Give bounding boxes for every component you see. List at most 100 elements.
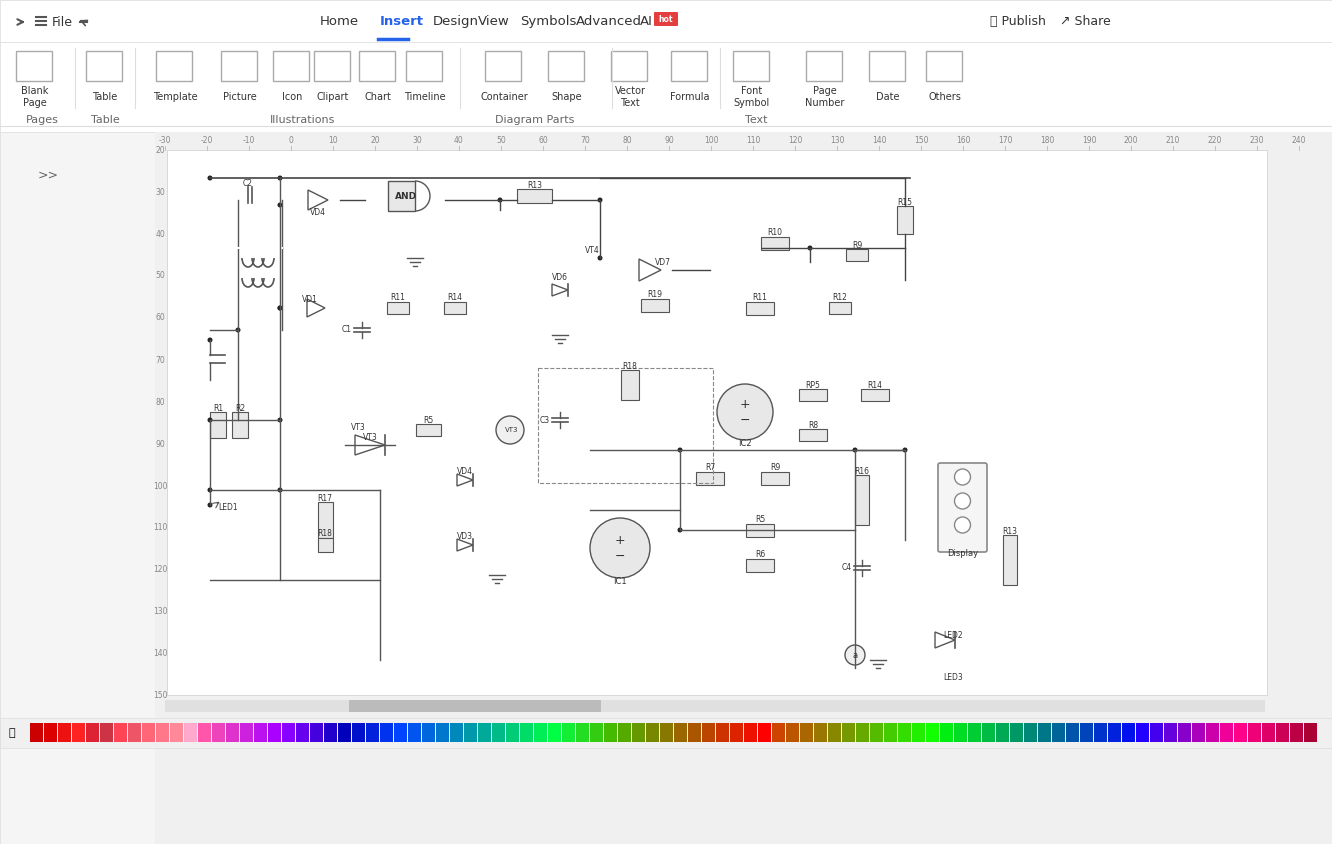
Text: 140: 140 [871, 136, 886, 144]
Text: 90: 90 [155, 440, 165, 448]
Text: File: File [52, 15, 73, 29]
Text: VD4: VD4 [457, 467, 473, 476]
FancyBboxPatch shape [232, 412, 248, 438]
Circle shape [277, 203, 282, 208]
FancyBboxPatch shape [31, 723, 43, 742]
Text: 170: 170 [998, 136, 1012, 144]
Text: 110: 110 [746, 136, 761, 144]
Text: R18: R18 [317, 529, 333, 538]
FancyBboxPatch shape [1192, 723, 1205, 742]
Text: 140: 140 [153, 650, 168, 658]
FancyBboxPatch shape [184, 723, 197, 742]
Text: 100: 100 [153, 481, 168, 490]
FancyBboxPatch shape [786, 723, 799, 742]
Circle shape [277, 306, 282, 311]
Text: 130: 130 [153, 608, 168, 616]
Text: AI: AI [639, 14, 653, 28]
Text: VT4: VT4 [585, 246, 599, 255]
Circle shape [955, 517, 971, 533]
Text: 100: 100 [703, 136, 718, 144]
FancyBboxPatch shape [0, 132, 1332, 150]
Text: LED3: LED3 [943, 673, 963, 682]
Text: 70: 70 [155, 355, 165, 365]
Text: Chart: Chart [365, 92, 392, 102]
Text: R7: R7 [705, 463, 715, 472]
FancyBboxPatch shape [268, 723, 281, 742]
FancyBboxPatch shape [590, 723, 603, 742]
FancyBboxPatch shape [0, 42, 1332, 132]
Circle shape [717, 384, 773, 440]
FancyBboxPatch shape [758, 723, 771, 742]
FancyBboxPatch shape [422, 723, 436, 742]
Text: Blank
Page: Blank Page [21, 86, 49, 108]
Text: Symbols: Symbols [519, 14, 577, 28]
FancyBboxPatch shape [115, 723, 127, 742]
Circle shape [844, 645, 864, 665]
FancyBboxPatch shape [317, 502, 333, 538]
Text: AND: AND [394, 192, 417, 201]
Polygon shape [388, 181, 416, 211]
Circle shape [236, 418, 241, 423]
Text: 30: 30 [155, 187, 165, 197]
FancyBboxPatch shape [940, 723, 952, 742]
Text: 150: 150 [153, 691, 168, 701]
Circle shape [678, 528, 682, 533]
FancyBboxPatch shape [1261, 723, 1275, 742]
Text: R14: R14 [867, 381, 883, 389]
FancyBboxPatch shape [464, 723, 477, 742]
FancyBboxPatch shape [388, 302, 409, 314]
FancyBboxPatch shape [761, 472, 789, 484]
FancyBboxPatch shape [324, 723, 337, 742]
FancyBboxPatch shape [745, 723, 757, 742]
FancyBboxPatch shape [240, 723, 253, 742]
FancyBboxPatch shape [1150, 723, 1163, 742]
Text: Formula: Formula [670, 92, 710, 102]
FancyBboxPatch shape [717, 723, 729, 742]
FancyBboxPatch shape [492, 723, 505, 742]
FancyBboxPatch shape [1177, 723, 1191, 742]
Text: VT3: VT3 [350, 423, 365, 432]
FancyBboxPatch shape [968, 723, 980, 742]
FancyBboxPatch shape [746, 523, 774, 537]
Text: 70: 70 [581, 136, 590, 144]
Text: hot: hot [659, 14, 673, 24]
FancyBboxPatch shape [1010, 723, 1023, 742]
Text: R8: R8 [809, 420, 818, 430]
Circle shape [903, 447, 907, 452]
FancyBboxPatch shape [518, 189, 553, 203]
FancyBboxPatch shape [1233, 723, 1247, 742]
FancyBboxPatch shape [166, 150, 1267, 695]
FancyBboxPatch shape [1220, 723, 1233, 742]
FancyBboxPatch shape [575, 723, 589, 742]
FancyBboxPatch shape [254, 723, 266, 742]
FancyBboxPatch shape [659, 723, 673, 742]
FancyBboxPatch shape [338, 723, 352, 742]
Text: R19: R19 [647, 290, 662, 299]
Text: 50: 50 [496, 136, 506, 144]
Text: 80: 80 [156, 398, 165, 407]
FancyBboxPatch shape [394, 723, 408, 742]
FancyBboxPatch shape [829, 723, 840, 742]
Circle shape [598, 197, 602, 203]
Text: 30: 30 [412, 136, 422, 144]
Circle shape [208, 502, 213, 507]
Text: 190: 190 [1082, 136, 1096, 144]
FancyBboxPatch shape [444, 302, 466, 314]
Circle shape [678, 447, 682, 452]
Circle shape [208, 488, 213, 493]
Text: Others: Others [928, 92, 962, 102]
Text: +: + [739, 398, 750, 410]
FancyBboxPatch shape [0, 132, 165, 844]
Text: C2: C2 [242, 179, 253, 188]
Text: Home: Home [320, 14, 360, 28]
FancyBboxPatch shape [761, 236, 789, 250]
FancyBboxPatch shape [1024, 723, 1038, 742]
FancyBboxPatch shape [547, 723, 561, 742]
Text: Diagram Parts: Diagram Parts [496, 115, 574, 125]
FancyBboxPatch shape [87, 723, 99, 742]
Text: 20: 20 [156, 145, 165, 154]
FancyBboxPatch shape [282, 723, 294, 742]
FancyBboxPatch shape [926, 723, 939, 742]
FancyBboxPatch shape [210, 412, 226, 438]
FancyBboxPatch shape [799, 389, 827, 401]
